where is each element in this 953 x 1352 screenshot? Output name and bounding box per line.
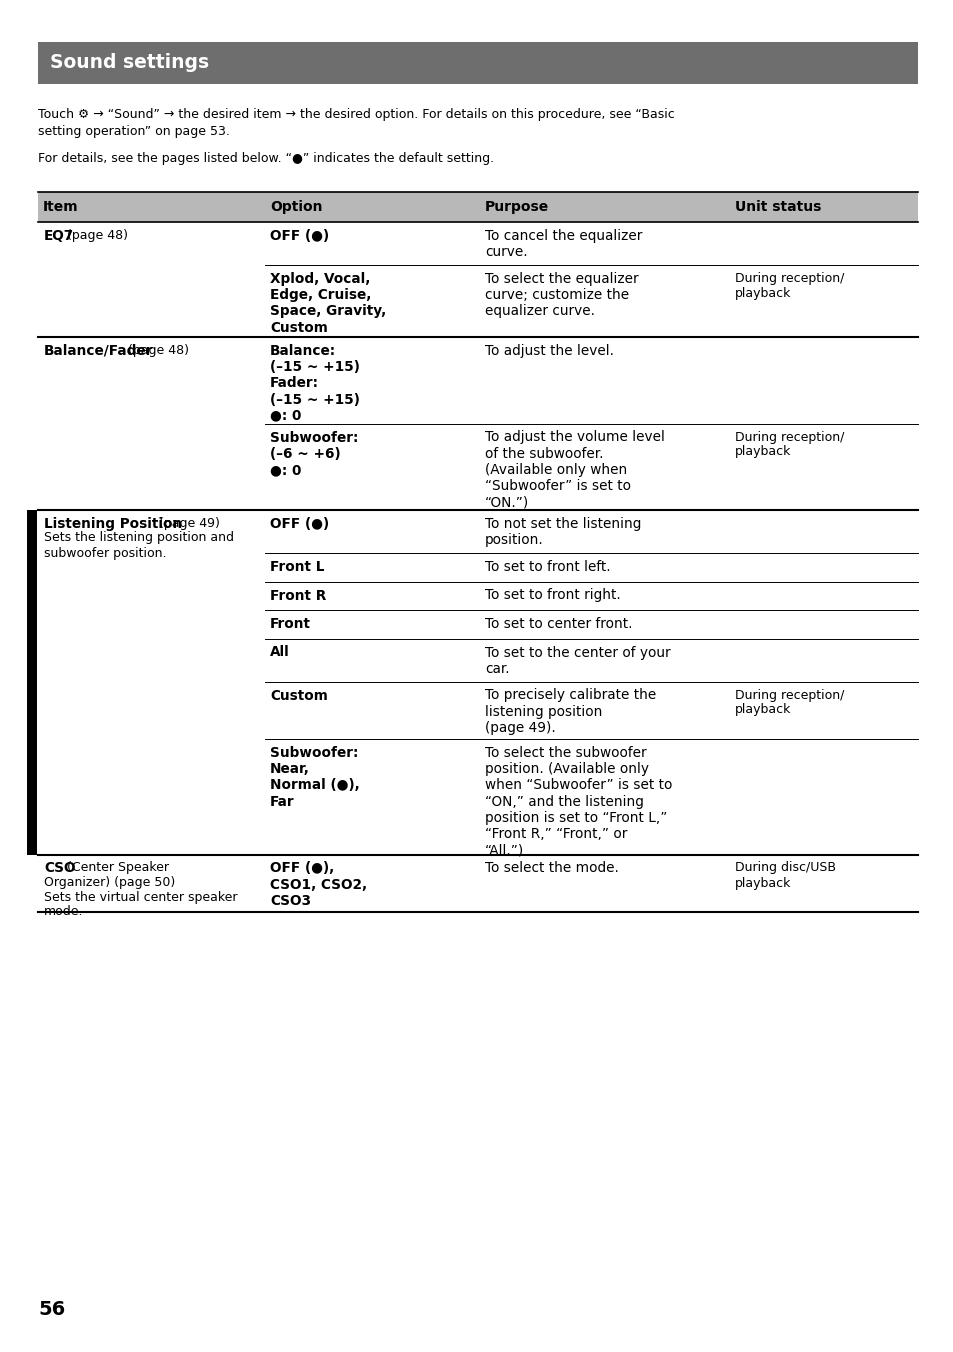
- Text: During reception/
playback: During reception/ playback: [734, 430, 843, 458]
- Text: To not set the listening
position.: To not set the listening position.: [484, 516, 640, 548]
- Text: setting operation” on page 53.: setting operation” on page 53.: [38, 124, 230, 138]
- Text: Front L: Front L: [270, 560, 324, 575]
- Text: CSO: CSO: [44, 861, 75, 876]
- Text: To adjust the level.: To adjust the level.: [484, 343, 614, 358]
- Text: OFF (●): OFF (●): [270, 228, 329, 243]
- Text: EQ7: EQ7: [44, 228, 74, 243]
- Text: Unit status: Unit status: [734, 200, 821, 214]
- Text: Custom: Custom: [270, 688, 328, 703]
- Text: To select the equalizer
curve; customize the
equalizer curve.: To select the equalizer curve; customize…: [484, 272, 638, 319]
- Text: During reception/
playback: During reception/ playback: [734, 272, 843, 300]
- Text: (Center Speaker: (Center Speaker: [63, 861, 169, 875]
- Text: To select the mode.: To select the mode.: [484, 861, 618, 876]
- Text: OFF (●): OFF (●): [270, 516, 329, 531]
- Text: To select the subwoofer
position. (Available only
when “Subwoofer” is set to
“ON: To select the subwoofer position. (Avail…: [484, 746, 672, 857]
- Text: To set to center front.: To set to center front.: [484, 617, 632, 631]
- Text: (page 49): (page 49): [155, 516, 220, 530]
- Text: Sets the virtual center speaker: Sets the virtual center speaker: [44, 891, 237, 903]
- Text: Option: Option: [270, 200, 322, 214]
- Text: Sound settings: Sound settings: [50, 54, 209, 73]
- Text: Subwoofer:
Near,
Normal (●),
Far: Subwoofer: Near, Normal (●), Far: [270, 746, 359, 808]
- Text: Sets the listening position and
subwoofer position.: Sets the listening position and subwoofe…: [44, 531, 233, 560]
- Text: Front R: Front R: [270, 588, 326, 603]
- Text: Organizer) (page 50): Organizer) (page 50): [44, 876, 175, 890]
- Text: Purpose: Purpose: [484, 200, 549, 214]
- Text: 56: 56: [38, 1301, 65, 1320]
- Text: During reception/
playback: During reception/ playback: [734, 688, 843, 717]
- Text: To adjust the volume level
of the subwoofer.
(Available only when
“Subwoofer” is: To adjust the volume level of the subwoo…: [484, 430, 664, 510]
- Text: To set to the center of your
car.: To set to the center of your car.: [484, 645, 670, 676]
- Text: (page 48): (page 48): [124, 343, 189, 357]
- Text: Front: Front: [270, 617, 311, 631]
- Text: All: All: [270, 645, 290, 660]
- Bar: [27, 510, 37, 854]
- Text: For details, see the pages listed below. “●” indicates the default setting.: For details, see the pages listed below.…: [38, 151, 494, 165]
- Text: mode.: mode.: [44, 904, 84, 918]
- Text: Item: Item: [43, 200, 78, 214]
- Text: To cancel the equalizer
curve.: To cancel the equalizer curve.: [484, 228, 641, 260]
- Text: To set to front left.: To set to front left.: [484, 560, 610, 575]
- Bar: [38, 192, 917, 222]
- Text: (page 48): (page 48): [63, 228, 128, 242]
- Text: OFF (●),
CSO1, CSO2,
CSO3: OFF (●), CSO1, CSO2, CSO3: [270, 861, 367, 909]
- Text: To set to front right.: To set to front right.: [484, 588, 620, 603]
- Bar: [38, 42, 917, 84]
- Text: To precisely calibrate the
listening position
(page 49).: To precisely calibrate the listening pos…: [484, 688, 656, 735]
- Text: Xplod, Vocal,
Edge, Cruise,
Space, Gravity,
Custom: Xplod, Vocal, Edge, Cruise, Space, Gravi…: [270, 272, 386, 334]
- Text: Listening Position: Listening Position: [44, 516, 182, 531]
- Text: Subwoofer:
(–6 ~ +6)
●: 0: Subwoofer: (–6 ~ +6) ●: 0: [270, 430, 358, 477]
- Text: During disc/USB
playback: During disc/USB playback: [734, 861, 835, 890]
- Text: Balance/Fader: Balance/Fader: [44, 343, 153, 358]
- Text: Balance:
(–15 ~ +15)
Fader:
(–15 ~ +15)
●: 0: Balance: (–15 ~ +15) Fader: (–15 ~ +15) …: [270, 343, 359, 423]
- Text: Touch ⚙ → “Sound” → the desired item → the desired option. For details on this p: Touch ⚙ → “Sound” → the desired item → t…: [38, 108, 674, 120]
